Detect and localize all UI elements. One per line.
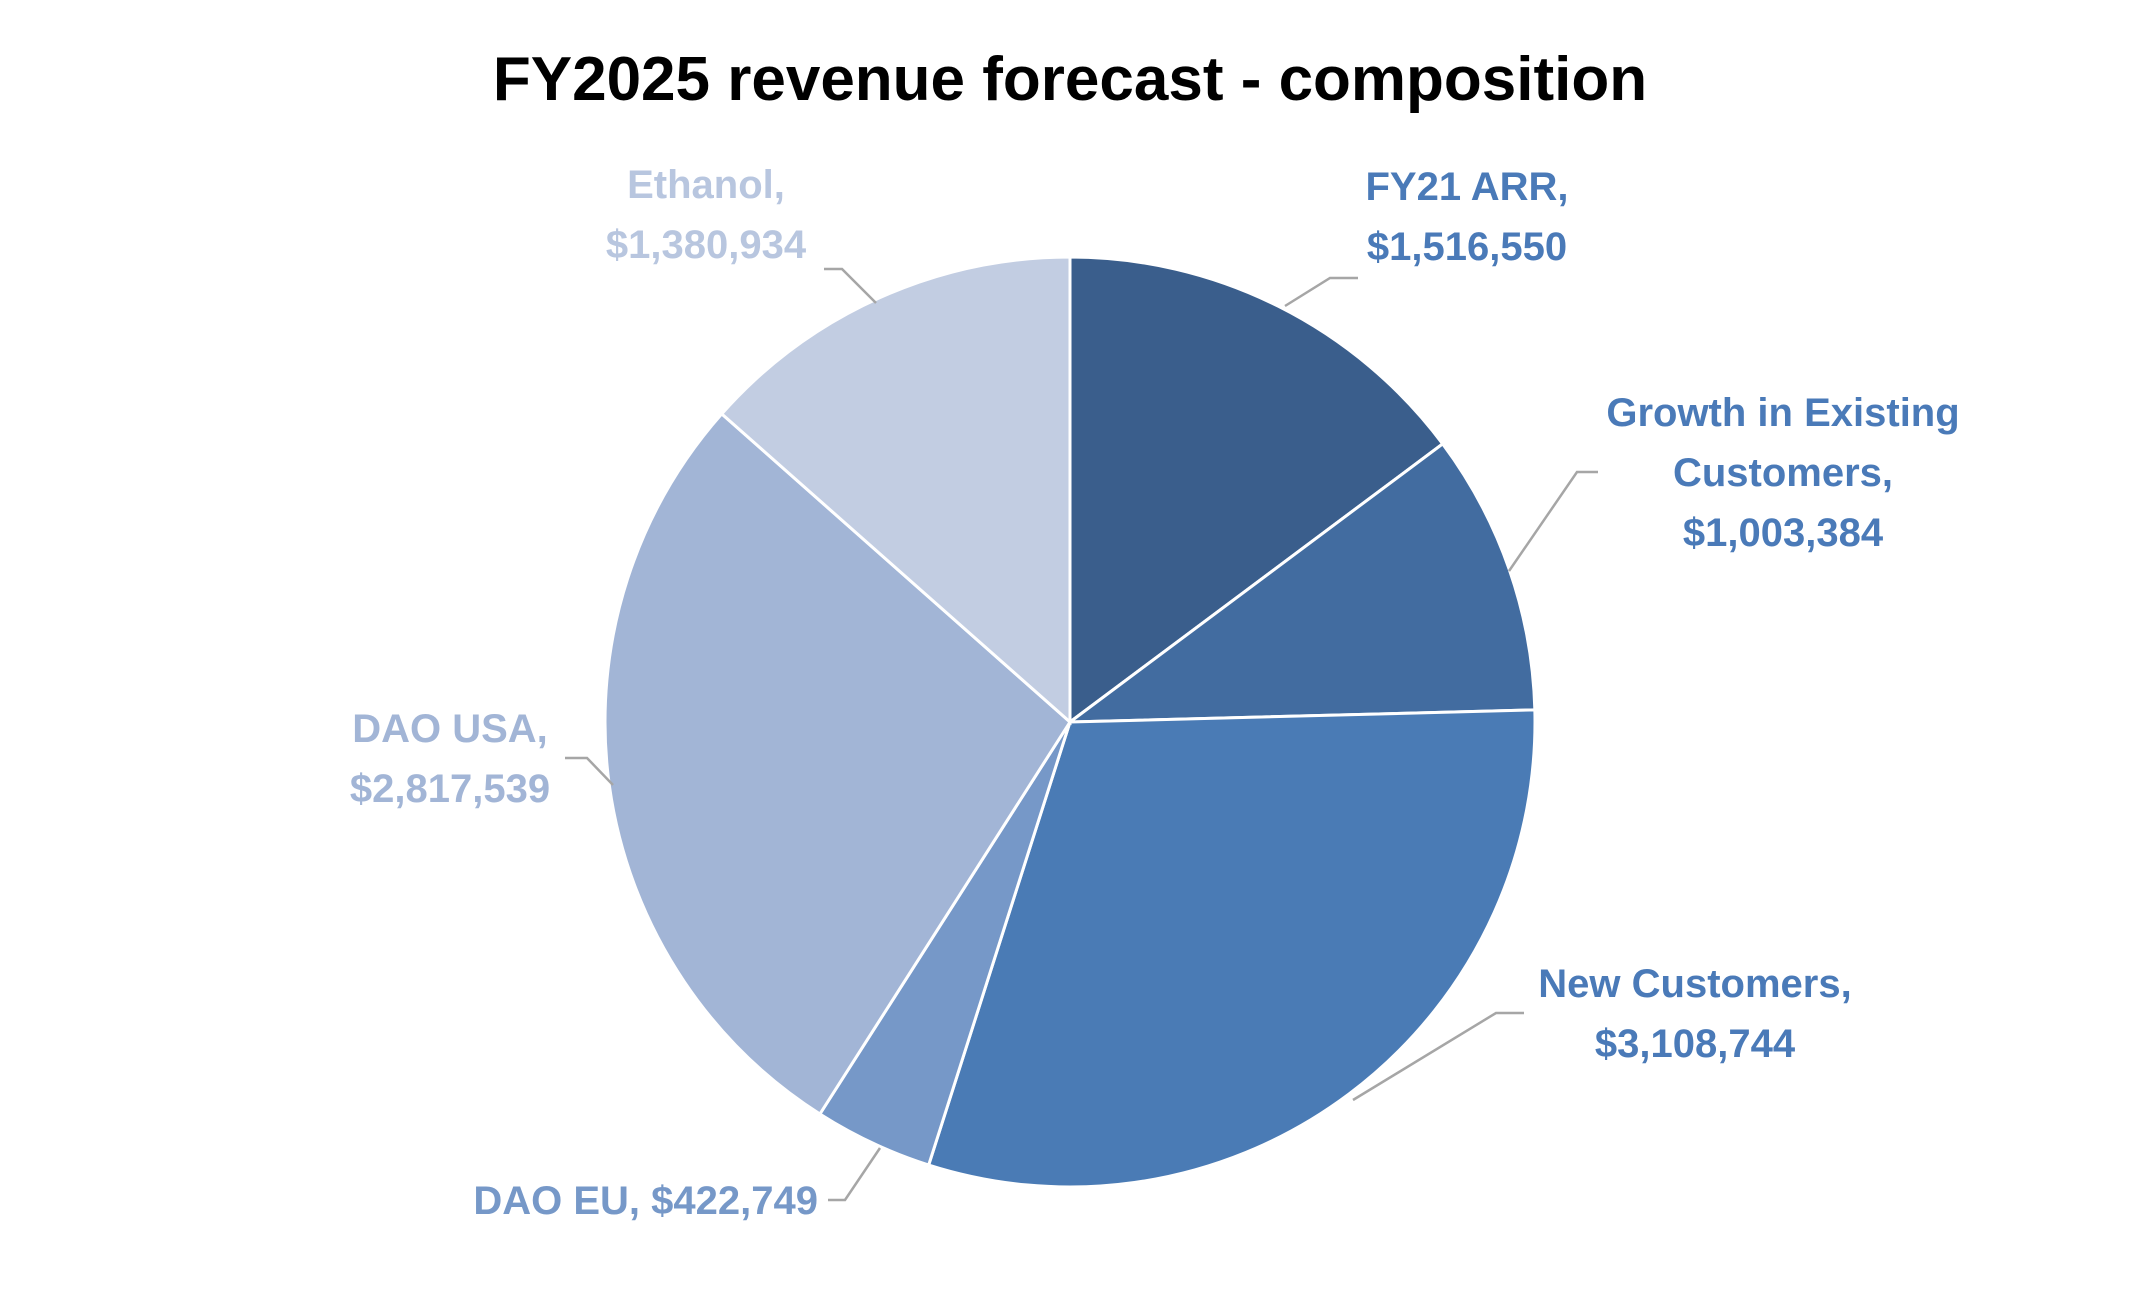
data-label-line: DAO USA, bbox=[352, 707, 548, 751]
leader-line bbox=[565, 756, 614, 786]
data-label: DAO EU, $422,749 bbox=[473, 1179, 818, 1223]
leader-line bbox=[1284, 276, 1358, 308]
data-label-line: $1,516,550 bbox=[1367, 225, 1567, 269]
leader-lines bbox=[565, 267, 1598, 1202]
data-label-line: $1,003,384 bbox=[1683, 511, 1884, 555]
data-label-line: DAO EU, $422,749 bbox=[473, 1179, 818, 1223]
data-label: FY21 ARR, $1,516,550 bbox=[1365, 165, 1568, 269]
data-labels: FY21 ARR, $1,516,550 Growth in Existing Cus… bbox=[350, 163, 1960, 1223]
data-label-line: FY21 ARR, bbox=[1365, 165, 1568, 209]
leader-line bbox=[824, 267, 877, 304]
data-label-line: $2,817,539 bbox=[350, 767, 550, 811]
pie-slices bbox=[603, 255, 1537, 1189]
data-label-line: Ethanol, bbox=[627, 163, 785, 207]
leader-line bbox=[828, 1147, 882, 1202]
data-label-line: $3,108,744 bbox=[1595, 1022, 1796, 1066]
pie-slice-dao-usa bbox=[603, 411, 1072, 1117]
pie-slice-new-customers bbox=[926, 708, 1537, 1189]
pie-slice-ethanol bbox=[719, 255, 1072, 726]
data-label: New Customers, $3,108,744 bbox=[1538, 962, 1851, 1066]
data-label-line: New Customers, bbox=[1538, 962, 1851, 1006]
data-label-line: Growth in Existing bbox=[1606, 391, 1959, 435]
leader-line bbox=[1352, 1011, 1524, 1102]
data-label: Ethanol, $1,380,934 bbox=[606, 163, 807, 267]
data-label: DAO USA, $2,817,539 bbox=[350, 707, 550, 811]
chart-title: FY2025 revenue forecast - composition bbox=[492, 45, 1648, 114]
pie-slice-fy21-arr bbox=[1068, 255, 1445, 725]
data-label-line: $1,380,934 bbox=[606, 223, 807, 267]
leader-line bbox=[1507, 470, 1598, 572]
data-label: Growth in Existing Customers, $1,003,384 bbox=[1606, 391, 1959, 555]
data-label-line: Customers, bbox=[1673, 451, 1893, 495]
